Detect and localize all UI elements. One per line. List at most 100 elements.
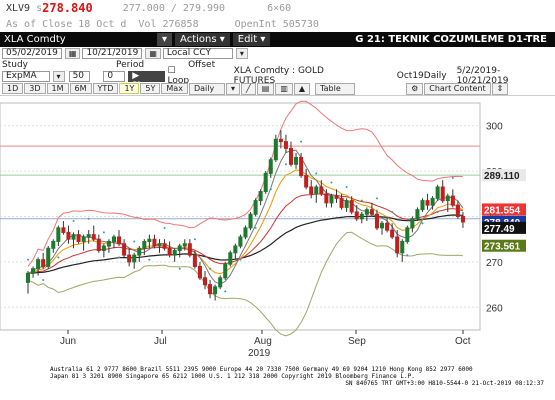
- candle-body: [405, 227, 410, 242]
- study-label: Study: [2, 59, 28, 70]
- sar-dot: [133, 240, 136, 243]
- currency-select[interactable]: Local CCY: [162, 47, 233, 59]
- candle-body: [213, 286, 218, 295]
- period-label: Period: [116, 59, 145, 70]
- footer-line: Australia 61 2 9777 8600 Brazil 5511 239…: [50, 366, 473, 373]
- price-chart[interactable]: 260270280290300289.110281.554278.840277.…: [0, 98, 555, 368]
- candle-body: [450, 195, 455, 206]
- range-button-1y[interactable]: 1Y: [119, 82, 140, 94]
- line-style-icon[interactable]: ╱: [240, 82, 256, 95]
- period-field[interactable]: 50: [68, 70, 91, 82]
- chart-content-button[interactable]: Chart Content: [424, 82, 491, 95]
- candle-body: [167, 247, 172, 256]
- frequency-select[interactable]: Daily: [188, 82, 225, 95]
- offset-label: Offset: [188, 59, 216, 70]
- range-button-6m[interactable]: 6M: [69, 82, 92, 94]
- candle-body: [395, 236, 400, 254]
- sar-dot: [315, 172, 318, 175]
- candle-body: [111, 236, 116, 242]
- dropdown-caret-icon[interactable]: ▾: [225, 82, 240, 95]
- candle-body: [157, 243, 162, 247]
- edit-menu[interactable]: Edit ▾: [232, 33, 271, 46]
- range-button-5y[interactable]: 5Y: [140, 82, 161, 94]
- mountain-icon[interactable]: ▲: [293, 82, 311, 95]
- candle-body: [299, 156, 304, 177]
- sar-dot: [391, 210, 394, 213]
- x-tick-label: Jun: [60, 336, 76, 347]
- candle-body: [390, 229, 395, 238]
- start-date-field[interactable]: 05/02/2019: [2, 47, 62, 59]
- range-button-3d[interactable]: 3D: [24, 82, 46, 94]
- candle-body: [208, 284, 213, 295]
- calendar-icon[interactable]: ▦: [64, 47, 81, 59]
- sar-dot: [284, 163, 287, 166]
- candle-body: [117, 236, 122, 245]
- sar-dot: [406, 254, 409, 257]
- y-tick-label: 260: [486, 303, 503, 314]
- screen-title: G 21: TEKNIK COZUMLEME D1-TRE: [355, 34, 547, 45]
- sar-dot: [102, 231, 105, 234]
- candle-body: [288, 147, 294, 165]
- candle-body: [354, 211, 359, 220]
- loop-checkbox[interactable]: ☐ Loop: [167, 66, 190, 86]
- candle-body: [152, 238, 157, 247]
- chart-svg[interactable]: 260270280290300289.110281.554278.840277.…: [0, 98, 555, 368]
- candle-body: [96, 238, 101, 252]
- dropdown-caret-icon[interactable]: ▾: [235, 47, 248, 59]
- sar-dot: [209, 267, 212, 270]
- candle-body: [101, 245, 106, 252]
- chart-type-icon[interactable]: ▤: [256, 82, 275, 95]
- price-tag: [482, 239, 526, 252]
- vol-value: 276858: [162, 18, 199, 30]
- candle-icon[interactable]: ▥: [275, 82, 293, 95]
- candle-body: [147, 238, 152, 242]
- candle-body: [132, 254, 137, 263]
- range-button-max[interactable]: Max: [161, 82, 188, 94]
- candle-body: [162, 243, 167, 249]
- range-button-ytd[interactable]: YTD: [92, 82, 119, 94]
- chart-caption: XLA Comdty : GOLD FUTURES: [233, 66, 324, 86]
- calendar-icon[interactable]: ▦: [145, 47, 161, 59]
- gear-icon[interactable]: ⚙: [406, 82, 424, 95]
- range-buttons: 1D 3D 1M 6M YTD 1Y 5Y Max: [2, 82, 189, 94]
- footer: Australia 61 2 9777 8600 Brazil 5511 239…: [50, 366, 550, 387]
- candle-body: [339, 197, 344, 208]
- offset-field[interactable]: 0: [103, 70, 126, 82]
- candle-body: [440, 186, 445, 202]
- sar-dot: [451, 176, 454, 179]
- price-tag: [482, 221, 526, 234]
- candle-body: [420, 200, 425, 211]
- openint-label: OpenInt: [234, 18, 277, 30]
- candle-body: [268, 159, 273, 174]
- dropdown-caret-icon[interactable]: ▾: [52, 70, 65, 82]
- dropdown-caret-icon[interactable]: ▾: [157, 33, 173, 46]
- candle-body: [258, 191, 263, 202]
- sar-dot: [239, 258, 242, 261]
- range-button-1m[interactable]: 1M: [46, 82, 69, 94]
- price-tag: [482, 169, 526, 182]
- candle-body: [197, 265, 202, 279]
- bollinger-upper: [27, 100, 463, 267]
- candle-body: [460, 216, 465, 223]
- sar-dot: [436, 210, 439, 213]
- candle-body: [309, 186, 314, 195]
- bollinger-lower: [27, 231, 463, 337]
- range-button-1d[interactable]: 1D: [2, 82, 24, 94]
- chart-toolbar: 1D 3D 1M 6M YTD 1Y 5Y Max Daily ▾ ╱ ▤ ▥ ▲ Table…: [0, 82, 555, 96]
- candle-body: [51, 240, 56, 249]
- candle-body: [177, 245, 182, 252]
- sar-dot: [87, 217, 90, 220]
- expand-icon[interactable]: ⇕: [491, 82, 509, 95]
- quote-bar: XLV9 s 278.840 277.000 / 279.990 6×60: [0, 0, 555, 16]
- table-button[interactable]: Table: [315, 82, 356, 95]
- security-field[interactable]: XLA Comdty: [4, 34, 66, 45]
- end-date-field[interactable]: 10/21/2019: [82, 47, 143, 59]
- play-button[interactable]: ▶ Play: [128, 70, 165, 91]
- candle-body: [25, 272, 31, 283]
- x-tick-label: Oct: [455, 336, 471, 347]
- candle-body: [329, 195, 334, 204]
- y-tick-label: 300: [486, 122, 503, 133]
- candle-body: [86, 234, 91, 238]
- actions-menu[interactable]: Actions ▾: [175, 33, 230, 46]
- study-select[interactable]: ExpMA: [2, 70, 50, 82]
